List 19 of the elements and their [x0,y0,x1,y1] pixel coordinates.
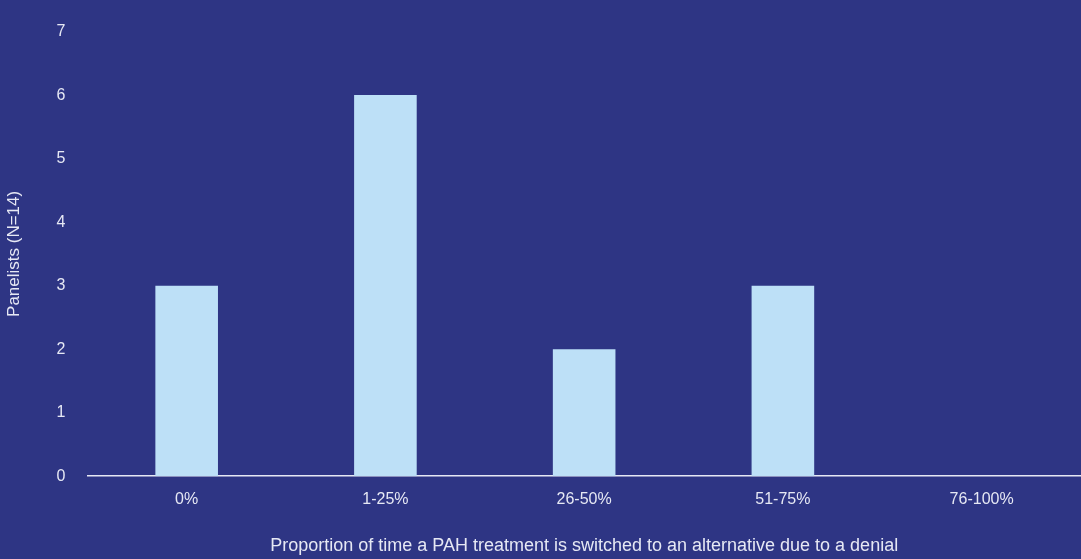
x-tick-label: 1-25% [362,490,409,508]
x-tick-label: 0% [175,490,199,508]
bar [552,349,616,477]
y-tick-label: 1 [56,403,66,421]
x-tick-label: 26-50% [556,490,612,508]
y-tick-label: 0 [56,466,66,484]
y-tick-label: 3 [56,276,66,294]
x-axis-title: Proportion of time a PAH treatment is switched to an alternative due to a denial [270,535,899,556]
x-tick-label: 51-75% [755,490,811,508]
y-tick-label: 6 [56,85,66,103]
x-tick-label: 76-100% [949,490,1014,508]
y-axis-title: Panelists (N=14) [3,190,23,317]
y-tick-label: 4 [56,212,66,230]
bar [751,285,815,477]
bar [354,95,417,477]
y-tick-label: 5 [56,149,66,167]
y-tick-label: 7 [56,22,66,40]
bar [155,285,218,477]
y-tick-label: 2 [56,339,66,357]
